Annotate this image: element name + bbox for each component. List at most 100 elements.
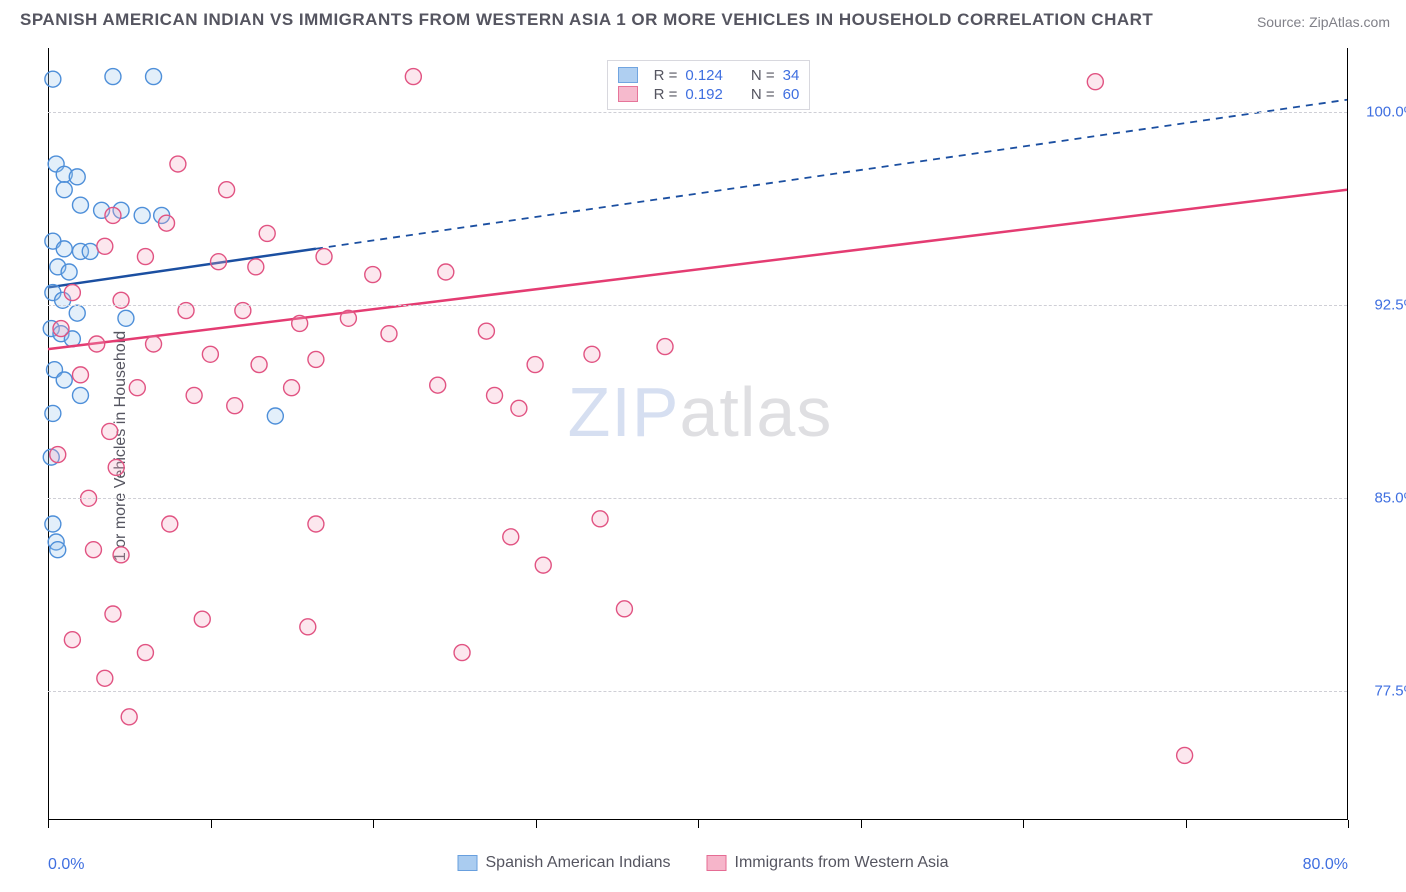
scatter-svg <box>48 48 1347 820</box>
swatch-icon <box>458 855 478 871</box>
y-tick-label: 100.0% <box>1357 104 1406 121</box>
correlation-stats-box: R =0.124N =34R =0.192N =60 <box>607 60 811 110</box>
data-point-wa <box>1087 74 1103 90</box>
data-point-wa <box>527 357 543 373</box>
data-point-wa <box>210 254 226 270</box>
data-point-wa <box>121 709 137 725</box>
stat-row-sai: R =0.124N =34 <box>618 67 800 84</box>
n-value: 60 <box>783 86 800 103</box>
data-point-sai <box>146 69 162 85</box>
data-point-sai <box>45 405 61 421</box>
data-point-wa <box>454 645 470 661</box>
data-point-wa <box>251 357 267 373</box>
data-point-wa <box>146 336 162 352</box>
data-point-wa <box>405 69 421 85</box>
data-point-wa <box>137 645 153 661</box>
data-point-wa <box>159 215 175 231</box>
data-point-wa <box>503 529 519 545</box>
x-axis-max-label: 80.0% <box>1303 856 1348 874</box>
data-point-sai <box>45 71 61 87</box>
data-point-sai <box>105 69 121 85</box>
data-point-wa <box>97 670 113 686</box>
data-point-wa <box>202 346 218 362</box>
data-point-wa <box>300 619 316 635</box>
x-tick <box>861 820 862 828</box>
swatch-icon <box>707 855 727 871</box>
data-point-wa <box>227 398 243 414</box>
data-point-wa <box>129 380 145 396</box>
x-tick <box>373 820 374 828</box>
data-point-wa <box>284 380 300 396</box>
data-point-wa <box>487 387 503 403</box>
data-point-wa <box>535 557 551 573</box>
data-point-wa <box>137 249 153 265</box>
data-point-sai <box>82 243 98 259</box>
data-point-wa <box>219 182 235 198</box>
data-point-sai <box>134 207 150 223</box>
data-point-wa <box>108 459 124 475</box>
data-point-wa <box>162 516 178 532</box>
data-point-wa <box>616 601 632 617</box>
legend-item: Immigrants from Western Asia <box>707 854 949 872</box>
data-point-wa <box>105 606 121 622</box>
legend-label: Spanish American Indians <box>486 854 671 871</box>
data-point-wa <box>89 336 105 352</box>
data-point-sai <box>56 241 72 257</box>
data-point-wa <box>85 542 101 558</box>
trend-line-dashed-sai <box>316 100 1347 249</box>
data-point-sai <box>72 197 88 213</box>
plot-area: ZIPatlas R =0.124N =34R =0.192N =60 77.5… <box>48 48 1348 820</box>
data-point-sai <box>50 542 66 558</box>
x-axis-min-label: 0.0% <box>48 856 84 874</box>
data-point-wa <box>584 346 600 362</box>
x-tick <box>1023 820 1024 828</box>
data-point-wa <box>102 423 118 439</box>
gridline-h <box>48 691 1347 692</box>
trend-line-wa <box>48 190 1347 349</box>
data-point-wa <box>259 225 275 241</box>
data-point-wa <box>97 238 113 254</box>
data-point-wa <box>64 632 80 648</box>
data-point-wa <box>438 264 454 280</box>
swatch-icon <box>618 86 638 102</box>
data-point-wa <box>340 310 356 326</box>
data-point-wa <box>657 339 673 355</box>
data-point-wa <box>248 259 264 275</box>
x-tick <box>48 820 49 828</box>
n-label: N = <box>751 67 775 84</box>
n-label: N = <box>751 86 775 103</box>
gridline-h <box>48 305 1347 306</box>
data-point-sai <box>267 408 283 424</box>
data-point-wa <box>1177 747 1193 763</box>
data-point-wa <box>105 207 121 223</box>
x-tick <box>1348 820 1349 828</box>
data-point-wa <box>53 321 69 337</box>
x-tick <box>1186 820 1187 828</box>
data-point-sai <box>61 264 77 280</box>
data-point-wa <box>50 447 66 463</box>
data-point-wa <box>511 400 527 416</box>
series-legend: Spanish American Indians Immigrants from … <box>458 854 949 872</box>
data-point-wa <box>113 547 129 563</box>
data-point-wa <box>478 323 494 339</box>
data-point-wa <box>381 326 397 342</box>
data-point-wa <box>64 285 80 301</box>
data-point-sai <box>56 372 72 388</box>
data-point-wa <box>365 267 381 283</box>
data-point-wa <box>186 387 202 403</box>
data-point-sai <box>72 387 88 403</box>
y-tick-label: 77.5% <box>1357 683 1406 700</box>
x-tick <box>536 820 537 828</box>
chart-title: SPANISH AMERICAN INDIAN VS IMMIGRANTS FR… <box>20 10 1153 30</box>
x-tick <box>211 820 212 828</box>
r-value: 0.192 <box>685 86 723 103</box>
swatch-icon <box>618 67 638 83</box>
y-tick-label: 92.5% <box>1357 297 1406 314</box>
y-tick-label: 85.0% <box>1357 490 1406 507</box>
data-point-sai <box>45 516 61 532</box>
data-point-sai <box>69 305 85 321</box>
data-point-sai <box>69 169 85 185</box>
data-point-sai <box>118 310 134 326</box>
gridline-h <box>48 112 1347 113</box>
gridline-h <box>48 498 1347 499</box>
